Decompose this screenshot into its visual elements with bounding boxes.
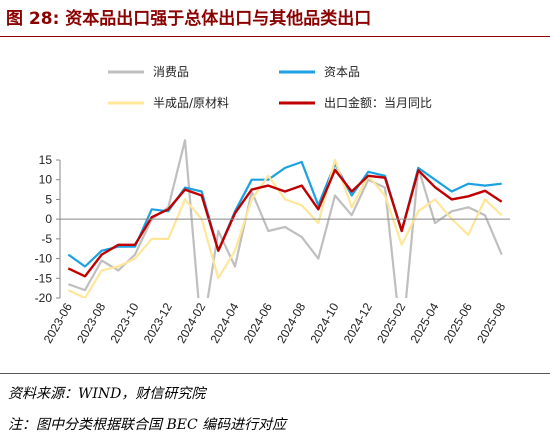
x-tick-label: 2025-08 bbox=[474, 300, 508, 345]
y-tick-label: -10 bbox=[35, 252, 53, 266]
legend-label: 半成品/原材料 bbox=[153, 96, 229, 110]
x-tick-label: 2024-04 bbox=[207, 300, 241, 345]
x-tick-label: 2025-02 bbox=[374, 300, 408, 345]
y-tick-label: -20 bbox=[35, 291, 53, 305]
series-line bbox=[67, 158, 503, 298]
legend-label: 消费品 bbox=[153, 65, 189, 79]
x-tick-label: 2025-04 bbox=[407, 300, 441, 345]
series-line bbox=[67, 160, 502, 268]
source-note: 资料来源：WIND，财信研究院 bbox=[8, 386, 206, 402]
y-tick-label: -15 bbox=[35, 271, 53, 285]
y-tick-label: -5 bbox=[41, 232, 52, 246]
y-tick-label: 15 bbox=[39, 153, 53, 167]
y-tick-label: 0 bbox=[45, 212, 52, 226]
x-tick-label: 2024-10 bbox=[307, 300, 341, 345]
legend-label: 出口金额：当月同比 bbox=[324, 95, 432, 110]
x-tick-label: 2025-06 bbox=[441, 300, 475, 345]
title-divider bbox=[0, 36, 550, 37]
series-lines bbox=[67, 139, 503, 298]
x-tick-label: 2024-08 bbox=[274, 300, 308, 345]
x-tick-label: 2023-08 bbox=[74, 300, 108, 345]
series-line bbox=[67, 168, 503, 278]
x-tick-label: 2024-12 bbox=[341, 300, 375, 345]
x-tick-label: 2023-06 bbox=[41, 300, 75, 345]
bottom-divider bbox=[0, 373, 550, 374]
x-tick-label: 2024-06 bbox=[241, 300, 275, 345]
y-tick-label: 10 bbox=[39, 173, 53, 187]
x-tick-label: 2023-10 bbox=[107, 300, 141, 345]
footnote: 注：图中分类根据联合国 BEC 编码进行对应 bbox=[8, 417, 287, 433]
figure-title: 图 28: 资本品出口强于总体出口与其他品类出口 bbox=[6, 9, 372, 29]
x-tick-label: 2023-12 bbox=[141, 300, 175, 345]
legend-label: 资本品 bbox=[324, 65, 360, 79]
y-tick-label: 5 bbox=[45, 192, 52, 206]
x-tick-label: 2024-02 bbox=[174, 300, 208, 345]
